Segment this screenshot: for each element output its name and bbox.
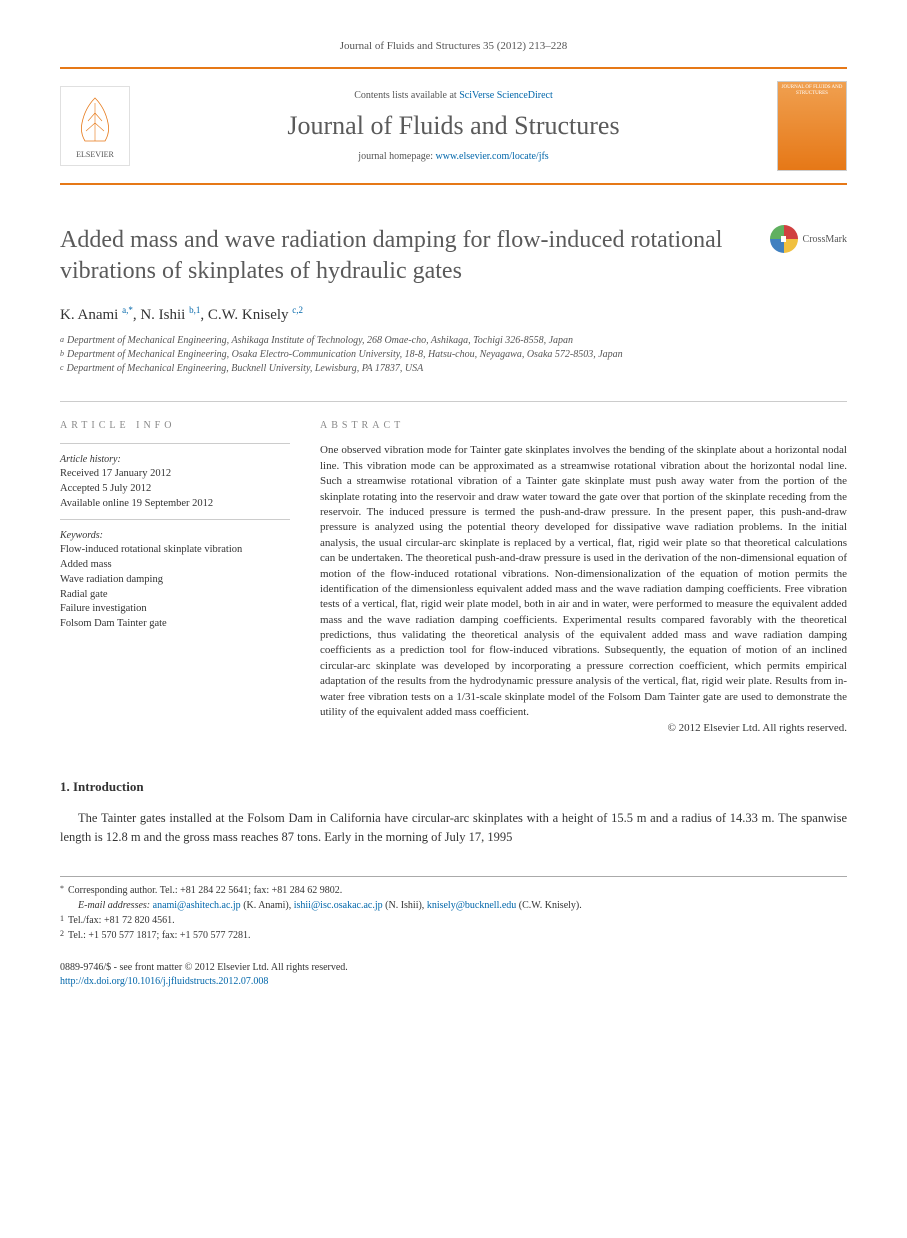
corr-text: Corresponding author. Tel.: +81 284 22 5… bbox=[68, 883, 342, 898]
journal-reference: Journal of Fluids and Structures 35 (201… bbox=[60, 40, 847, 52]
journal-cover-thumbnail: JOURNAL OF FLUIDS AND STRUCTURES bbox=[777, 81, 847, 171]
elsevier-logo: ELSEVIER bbox=[60, 86, 130, 166]
emails-label: E-mail addresses: bbox=[78, 900, 153, 911]
affiliation-text: Department of Mechanical Engineering, Bu… bbox=[67, 362, 424, 376]
keyword: Wave radiation damping bbox=[60, 573, 290, 588]
email-link[interactable]: ishii@isc.osakac.ac.jp bbox=[294, 900, 383, 911]
email-who: (C.W. Knisely). bbox=[516, 900, 581, 911]
affiliation-sup: c bbox=[60, 362, 64, 376]
author-sup: a,* bbox=[122, 305, 133, 315]
elsevier-tree-icon bbox=[70, 93, 120, 148]
history-line: Accepted 5 July 2012 bbox=[60, 482, 290, 497]
title-section: Added mass and wave radiation damping fo… bbox=[60, 225, 847, 287]
affiliation-row: cDepartment of Mechanical Engineering, B… bbox=[60, 362, 847, 376]
corr-sup: * bbox=[60, 883, 64, 898]
footnote-notes: 1 Tel./fax: +81 72 820 4561. 2 Tel.: +1 570… bbox=[60, 913, 847, 943]
author-list: K. Anami a,*, N. Ishii b,1, C.W. Knisely… bbox=[60, 305, 847, 324]
journal-header: ELSEVIER Contents lists available at Sci… bbox=[60, 67, 847, 185]
article-history-block: Article history: Received 17 January 201… bbox=[60, 443, 290, 520]
homepage-prefix: journal homepage: bbox=[358, 151, 435, 162]
history-line: Available online 19 September 2012 bbox=[60, 497, 290, 512]
footnote-sup: 2 bbox=[60, 928, 64, 943]
abstract-text: One observed vibration mode for Tainter … bbox=[320, 443, 847, 720]
email-who: (N. Ishii), bbox=[383, 900, 427, 911]
affiliation-sup: a bbox=[60, 334, 64, 348]
elsevier-logo-text: ELSEVIER bbox=[76, 150, 114, 159]
journal-title: Journal of Fluids and Structures bbox=[145, 111, 762, 141]
affiliation-row: bDepartment of Mechanical Engineering, O… bbox=[60, 348, 847, 362]
sciencedirect-link[interactable]: SciVerse ScienceDirect bbox=[459, 90, 553, 101]
history-line: Received 17 January 2012 bbox=[60, 467, 290, 482]
introduction-section: 1. Introduction The Tainter gates instal… bbox=[60, 779, 847, 845]
introduction-heading: 1. Introduction bbox=[60, 779, 847, 795]
keywords-list: Flow-induced rotational skinplate vibrat… bbox=[60, 543, 290, 631]
keyword: Radial gate bbox=[60, 588, 290, 603]
header-center: Contents lists available at SciVerse Sci… bbox=[145, 90, 762, 162]
keyword: Added mass bbox=[60, 558, 290, 573]
article-info-header: ARTICLE INFO bbox=[60, 420, 290, 431]
footnote-text: Tel./fax: +81 72 820 4561. bbox=[68, 913, 175, 928]
crossmark-badge[interactable]: CrossMark bbox=[770, 225, 847, 253]
affiliation-row: aDepartment of Mechanical Engineering, A… bbox=[60, 334, 847, 348]
author-sup: c,2 bbox=[292, 305, 303, 315]
cover-text: JOURNAL OF FLUIDS AND STRUCTURES bbox=[781, 85, 843, 97]
affiliation-sup: b bbox=[60, 348, 64, 362]
history-lines: Received 17 January 2012Accepted 5 July … bbox=[60, 467, 290, 511]
article-info-column: ARTICLE INFO Article history: Received 1… bbox=[60, 420, 290, 734]
article-title: Added mass and wave radiation damping fo… bbox=[60, 225, 750, 287]
keyword: Failure investigation bbox=[60, 602, 290, 617]
info-abstract-row: ARTICLE INFO Article history: Received 1… bbox=[60, 401, 847, 734]
keywords-label: Keywords: bbox=[60, 530, 290, 541]
abstract-column: ABSTRACT One observed vibration mode for… bbox=[320, 420, 847, 734]
homepage-link[interactable]: www.elsevier.com/locate/jfs bbox=[436, 151, 549, 162]
doi-line: http://dx.doi.org/10.1016/j.jfluidstruct… bbox=[60, 975, 847, 989]
affiliation-text: Department of Mechanical Engineering, Os… bbox=[67, 348, 623, 362]
keyword: Folsom Dam Tainter gate bbox=[60, 617, 290, 632]
issn-line: 0889-9746/$ - see front matter © 2012 El… bbox=[60, 961, 847, 975]
page: Journal of Fluids and Structures 35 (201… bbox=[0, 0, 907, 1019]
corresponding-author-note: * Corresponding author. Tel.: +81 284 22… bbox=[60, 883, 847, 898]
footnote-sup: 1 bbox=[60, 913, 64, 928]
footnotes: * Corresponding author. Tel.: +81 284 22… bbox=[60, 876, 847, 943]
keyword: Flow-induced rotational skinplate vibrat… bbox=[60, 543, 290, 558]
affiliation-text: Department of Mechanical Engineering, As… bbox=[67, 334, 573, 348]
article-history-label: Article history: bbox=[60, 443, 290, 465]
introduction-paragraph: The Tainter gates installed at the Folso… bbox=[60, 809, 847, 845]
email-link[interactable]: knisely@bucknell.edu bbox=[427, 900, 516, 911]
contents-prefix: Contents lists available at bbox=[354, 90, 459, 101]
journal-homepage-line: journal homepage: www.elsevier.com/locat… bbox=[145, 151, 762, 162]
email-link[interactable]: anami@ashitech.ac.jp bbox=[153, 900, 241, 911]
abstract-copyright: © 2012 Elsevier Ltd. All rights reserved… bbox=[320, 722, 847, 734]
footnote-row: 2 Tel.: +1 570 577 1817; fax: +1 570 577 … bbox=[60, 928, 847, 943]
contents-available-line: Contents lists available at SciVerse Sci… bbox=[145, 90, 762, 101]
publication-footer: 0889-9746/$ - see front matter © 2012 El… bbox=[60, 961, 847, 989]
crossmark-icon bbox=[770, 225, 798, 253]
author-sup: b,1 bbox=[189, 305, 200, 315]
crossmark-label: CrossMark bbox=[803, 234, 847, 245]
footnote-text: Tel.: +1 570 577 1817; fax: +1 570 577 7… bbox=[68, 928, 251, 943]
abstract-header: ABSTRACT bbox=[320, 420, 847, 431]
footnote-row: 1 Tel./fax: +81 72 820 4561. bbox=[60, 913, 847, 928]
affiliations: aDepartment of Mechanical Engineering, A… bbox=[60, 334, 847, 376]
email-line: E-mail addresses: anami@ashitech.ac.jp (… bbox=[60, 898, 847, 913]
doi-link[interactable]: http://dx.doi.org/10.1016/j.jfluidstruct… bbox=[60, 976, 268, 987]
email-who: (K. Anami), bbox=[241, 900, 294, 911]
